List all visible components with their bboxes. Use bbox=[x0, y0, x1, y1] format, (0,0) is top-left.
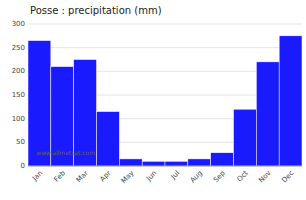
bar bbox=[119, 159, 142, 166]
x-tick-label: Nov bbox=[257, 169, 272, 184]
y-tick-label: 0 bbox=[21, 162, 25, 170]
bar bbox=[211, 153, 234, 166]
bar bbox=[28, 41, 51, 166]
x-tick-label: Jun bbox=[144, 169, 158, 183]
y-tick-label: 200 bbox=[12, 67, 25, 75]
watermark: www.allmetsat.com bbox=[36, 149, 95, 156]
grid-line bbox=[28, 166, 302, 167]
x-tick-label: Aug bbox=[189, 169, 204, 184]
grid bbox=[28, 24, 302, 166]
x-tick-label: May bbox=[120, 169, 136, 185]
bar bbox=[256, 62, 279, 166]
bars bbox=[28, 36, 302, 166]
bar bbox=[142, 161, 165, 166]
x-tick-label: Mar bbox=[75, 169, 90, 184]
x-tick-label: Dec bbox=[280, 169, 295, 184]
bar bbox=[165, 161, 188, 166]
x-tick-label: Apr bbox=[98, 169, 112, 183]
bar bbox=[97, 112, 120, 166]
bar bbox=[279, 36, 302, 166]
bar bbox=[234, 109, 257, 166]
grid-line bbox=[28, 24, 302, 25]
y-tick-label: 50 bbox=[16, 138, 25, 146]
y-tick-label: 100 bbox=[12, 115, 25, 123]
x-tick-label: Oct bbox=[236, 169, 250, 183]
y-tick-label: 300 bbox=[12, 20, 25, 28]
bar bbox=[188, 159, 211, 166]
x-tick-label: Jul bbox=[169, 169, 181, 181]
chart: 0 50 100 150 200 250 300 Jan Feb Mar Apr May Jun Jul A… bbox=[0, 0, 306, 200]
x-tick-label: Sep bbox=[212, 169, 227, 184]
x-tick-label: Jan bbox=[30, 169, 44, 183]
y-tick-label: 150 bbox=[12, 91, 25, 99]
x-tick-label: Feb bbox=[53, 169, 68, 184]
y-tick-label: 250 bbox=[12, 44, 25, 52]
title: Posse : precipitation (mm) bbox=[30, 5, 162, 16]
grid-line bbox=[28, 47, 302, 48]
x-axis-line bbox=[28, 166, 302, 167]
chart-container: 0 50 100 150 200 250 300 Jan Feb Mar Apr May Jun Jul A… bbox=[0, 0, 306, 200]
